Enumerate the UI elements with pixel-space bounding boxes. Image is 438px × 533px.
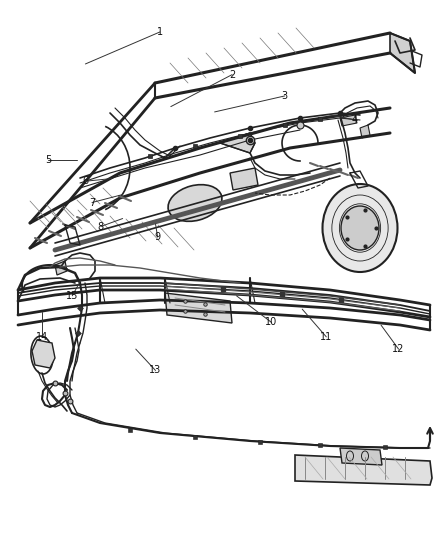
Polygon shape: [230, 168, 258, 190]
Text: 8: 8: [98, 222, 104, 231]
Text: 1: 1: [157, 27, 163, 37]
Text: 12: 12: [392, 344, 405, 354]
Ellipse shape: [322, 184, 398, 272]
Ellipse shape: [341, 206, 379, 250]
Text: 13: 13: [149, 366, 162, 375]
Polygon shape: [340, 115, 357, 126]
Text: 4: 4: [352, 115, 358, 125]
Text: 14: 14: [35, 332, 48, 342]
Text: 5: 5: [45, 155, 51, 165]
Text: 11: 11: [320, 332, 332, 342]
Text: 10: 10: [265, 318, 278, 327]
Text: 6: 6: [82, 176, 88, 186]
Polygon shape: [55, 261, 67, 275]
Polygon shape: [220, 133, 255, 153]
Text: 3: 3: [282, 91, 288, 101]
Text: 15: 15: [66, 291, 78, 301]
Ellipse shape: [168, 184, 222, 221]
Polygon shape: [32, 340, 55, 368]
Polygon shape: [360, 125, 370, 138]
Polygon shape: [340, 448, 382, 465]
Polygon shape: [165, 293, 232, 323]
Polygon shape: [390, 33, 415, 73]
Text: 7: 7: [89, 198, 95, 207]
Polygon shape: [295, 455, 432, 485]
Text: 2: 2: [229, 70, 235, 79]
Text: 9: 9: [155, 232, 161, 242]
